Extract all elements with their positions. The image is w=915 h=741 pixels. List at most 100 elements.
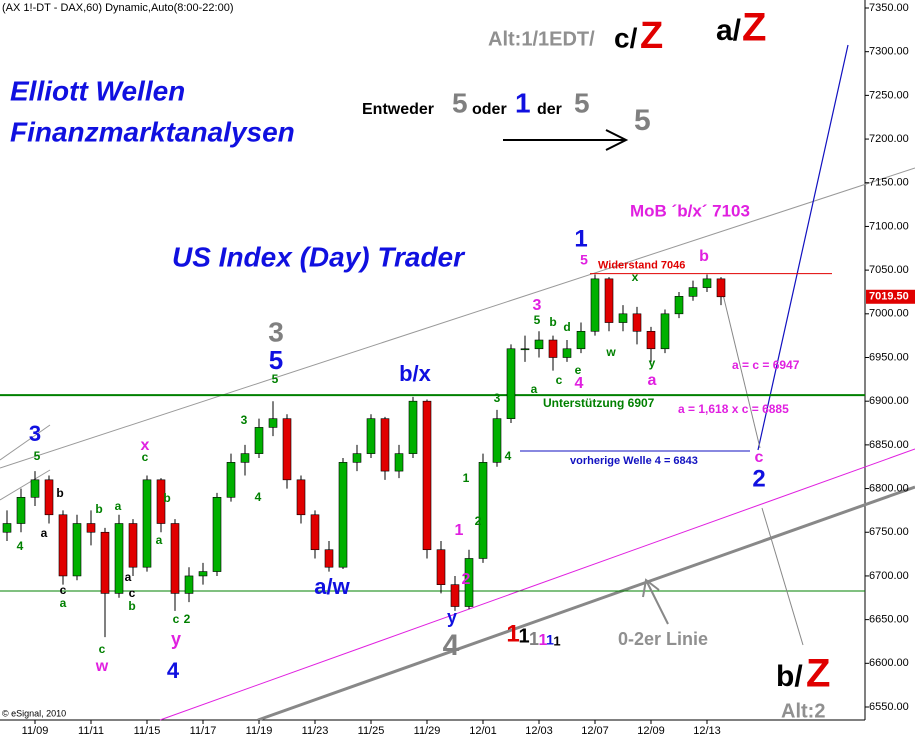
annotation: 4 xyxy=(505,449,512,463)
y-tick-label: 6550.00 xyxy=(869,701,909,713)
x-tick-label: 11/17 xyxy=(190,725,217,737)
annotation: w xyxy=(605,345,616,359)
arrow-head xyxy=(605,129,629,151)
candle-body xyxy=(86,523,96,533)
annotation: b xyxy=(56,486,63,500)
annotation: 1 xyxy=(515,87,531,118)
annotation: a/ xyxy=(716,14,742,47)
candle-body xyxy=(716,278,726,298)
candle-body xyxy=(338,462,348,568)
y-tick-label: 7000.00 xyxy=(869,308,909,320)
annotation: a xyxy=(125,570,132,584)
y-tick-label: 7350.00 xyxy=(869,2,909,14)
annotation: a xyxy=(531,382,538,396)
annotation: 5 xyxy=(634,104,651,137)
annotation: Z xyxy=(742,6,766,50)
annotation: 1 xyxy=(553,633,560,648)
candle-body xyxy=(240,453,250,463)
projection-line xyxy=(719,281,761,449)
annotation: c xyxy=(129,586,136,600)
x-tick-label: 12/03 xyxy=(525,725,553,737)
candle-body xyxy=(16,496,26,524)
annotation: x xyxy=(632,270,639,284)
x-tick-label: 12/01 xyxy=(469,725,497,737)
candle-body xyxy=(128,523,138,568)
y-tick-label: 6900.00 xyxy=(869,395,909,407)
channel-line xyxy=(0,424,51,461)
annotation: c xyxy=(99,642,106,656)
candle-body xyxy=(492,418,502,463)
y-tick-label: 6700.00 xyxy=(869,570,909,582)
candle-body xyxy=(506,348,516,419)
annotation: 5 xyxy=(534,313,541,327)
annotation: 4 xyxy=(17,539,24,553)
annotation: 4 xyxy=(255,490,262,504)
annotation: b/ xyxy=(776,660,803,693)
candle-body xyxy=(688,287,698,297)
channel-line xyxy=(0,469,51,501)
annotation: 1 xyxy=(455,522,464,539)
annotation: Z xyxy=(806,652,830,696)
candle-body xyxy=(576,330,586,350)
annotation: c xyxy=(755,449,764,466)
candle-body xyxy=(254,427,264,454)
candle-body xyxy=(282,418,292,481)
annotation: a xyxy=(156,533,163,547)
annotation: Entweder xyxy=(362,101,434,118)
annotation: Alt:1/1EDT/ xyxy=(488,28,595,50)
annotation: c xyxy=(142,450,149,464)
annotation: e xyxy=(575,363,582,377)
annotation: y xyxy=(171,629,181,649)
candle-body xyxy=(604,278,614,323)
projection-line xyxy=(761,507,804,646)
annotation: 5 xyxy=(272,372,279,386)
candle-body xyxy=(436,549,446,585)
candle-body xyxy=(142,479,152,568)
last-value-label: 7019.50 xyxy=(869,291,909,303)
annotation: 1 xyxy=(518,625,529,647)
candle-body xyxy=(422,400,432,551)
annotation: 4 xyxy=(443,629,460,662)
annotation: b xyxy=(128,599,135,613)
x-tick-label: 11/11 xyxy=(78,725,104,737)
candle-body xyxy=(674,296,684,315)
y-tick-label: 6850.00 xyxy=(869,439,909,451)
y-tick-label: 6750.00 xyxy=(869,526,909,538)
annotation: 1 xyxy=(574,225,587,252)
y-tick-label: 6650.00 xyxy=(869,614,909,626)
annotation: 2 xyxy=(475,514,482,528)
y-tick-label: 6950.00 xyxy=(869,351,909,363)
annotation: b/x xyxy=(399,361,432,386)
annotation: 2 xyxy=(752,465,765,492)
x-tick-label: 11/23 xyxy=(302,725,329,737)
level-label: Widerstand 7046 xyxy=(598,260,685,272)
annotation: 5 xyxy=(574,87,590,118)
candle-body xyxy=(590,278,600,332)
chart-title: (AX 1!-DT - DAX,60) Dynamic,Auto(8:00-22… xyxy=(2,2,234,14)
y-tick-label: 7250.00 xyxy=(869,89,909,101)
channel-line xyxy=(257,485,915,722)
annotation: c/ xyxy=(614,22,638,53)
annotation: der xyxy=(537,101,562,118)
candle-body xyxy=(534,339,544,350)
credit: © eSignal, 2010 xyxy=(2,708,66,718)
candle-body xyxy=(198,571,208,577)
y-tick-label: 7100.00 xyxy=(869,220,909,232)
annotation: 3 xyxy=(268,316,284,347)
annotation: MoB ´b/x´ 7103 xyxy=(630,201,750,220)
candle-body xyxy=(562,348,572,358)
candle-body xyxy=(548,339,558,358)
candle-body xyxy=(324,549,334,568)
last-value-box xyxy=(866,289,915,304)
y-tick-label: 7300.00 xyxy=(869,46,909,58)
level-label: vorherige Welle 4 = 6843 xyxy=(570,455,698,467)
annotation: 3 xyxy=(533,297,542,314)
candle-body xyxy=(156,479,166,524)
x-tick-label: 11/29 xyxy=(414,725,441,737)
y-tick-label: 7050.00 xyxy=(869,264,909,276)
candle-body xyxy=(170,523,180,594)
annotation: a = 1,618 x c = 6885 xyxy=(678,402,789,416)
annotation: d xyxy=(563,320,570,334)
